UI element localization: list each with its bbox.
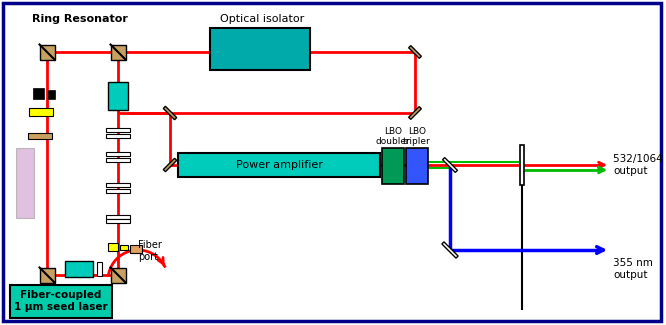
Text: 532/1064 nm
output: 532/1064 nm output: [613, 154, 666, 176]
Bar: [106, 219, 130, 223]
Bar: [210, 28, 310, 70]
Bar: [28, 133, 52, 139]
Bar: [39, 267, 55, 282]
Bar: [39, 45, 55, 59]
Bar: [106, 152, 130, 156]
Bar: [409, 46, 422, 58]
Bar: [106, 183, 130, 187]
Bar: [29, 108, 53, 116]
Bar: [48, 90, 55, 99]
Bar: [443, 158, 458, 173]
Bar: [16, 148, 34, 218]
Text: LBO
tripler: LBO tripler: [403, 127, 431, 146]
Bar: [106, 158, 130, 162]
Bar: [111, 267, 125, 282]
Bar: [178, 153, 380, 177]
Text: Power amplifier: Power amplifier: [236, 160, 322, 170]
Text: 355 nm
output: 355 nm output: [613, 258, 653, 280]
Bar: [442, 242, 458, 258]
Bar: [106, 128, 130, 132]
Bar: [163, 158, 176, 172]
Bar: [108, 243, 118, 251]
Text: Fiber-coupled
1 μm seed laser: Fiber-coupled 1 μm seed laser: [14, 290, 108, 312]
Text: Fiber
port: Fiber port: [138, 240, 162, 262]
Bar: [108, 82, 128, 110]
Bar: [163, 106, 176, 120]
Bar: [120, 245, 128, 250]
Text: LBO
doubler: LBO doubler: [376, 127, 410, 146]
Text: Optical isolator: Optical isolator: [220, 14, 304, 24]
Bar: [520, 145, 524, 185]
Bar: [130, 245, 142, 253]
Text: Ring Resonator: Ring Resonator: [32, 14, 128, 24]
Bar: [409, 107, 422, 119]
Bar: [10, 285, 112, 318]
Bar: [106, 134, 130, 138]
Bar: [65, 261, 93, 277]
Bar: [382, 148, 404, 184]
Bar: [111, 45, 125, 59]
Bar: [106, 215, 130, 219]
Bar: [33, 88, 44, 99]
Bar: [106, 189, 130, 193]
Bar: [97, 262, 102, 276]
Bar: [406, 148, 428, 184]
